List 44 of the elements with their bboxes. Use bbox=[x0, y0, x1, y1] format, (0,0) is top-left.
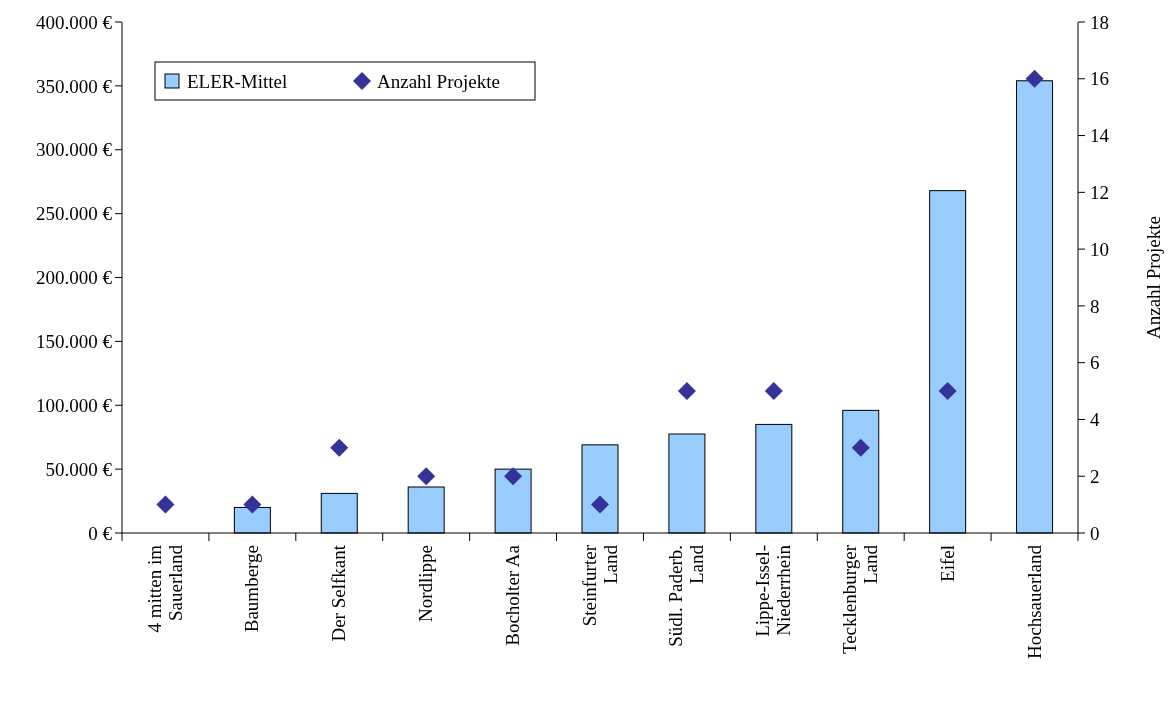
x-tick-label: Lippe-Issel-Niederrhein bbox=[752, 544, 795, 637]
point bbox=[330, 438, 349, 457]
y2-tick-label: 16 bbox=[1090, 68, 1109, 90]
y2-tick-label: 18 bbox=[1090, 11, 1109, 33]
point bbox=[417, 467, 436, 486]
x-tick-label: Nordlippe bbox=[415, 545, 437, 623]
y-tick-label: 400.000 € bbox=[36, 11, 113, 33]
point bbox=[504, 467, 523, 486]
point bbox=[591, 495, 609, 514]
y2-tick-label: 14 bbox=[1090, 125, 1110, 147]
point bbox=[243, 495, 262, 514]
y-tick-label: 100.000 € bbox=[36, 394, 113, 416]
x-tick-label: Südl. Paderb. Land bbox=[665, 544, 708, 647]
y2-tick-label: 8 bbox=[1090, 295, 1100, 317]
y2-tick-label: 4 bbox=[1090, 409, 1100, 431]
y-tick-label: 50.000 € bbox=[45, 458, 113, 480]
x-tick-label: 4 mitten im Sauerland bbox=[143, 544, 186, 633]
y-tick-label: 150.000 € bbox=[36, 331, 113, 353]
point bbox=[851, 438, 870, 457]
point bbox=[677, 382, 696, 401]
legend-label: ELER-Mittel bbox=[187, 70, 288, 92]
y2-tick-label: 2 bbox=[1090, 465, 1100, 487]
point bbox=[156, 495, 175, 514]
x-tick-label: Tecklenburger Land bbox=[839, 544, 882, 655]
y2-tick-label: 10 bbox=[1090, 238, 1109, 260]
y-tick-label: 200.000 € bbox=[36, 267, 113, 289]
legend-label: Anzahl Projekte bbox=[377, 70, 500, 92]
point bbox=[1025, 69, 1044, 88]
point bbox=[938, 382, 957, 401]
point bbox=[764, 382, 783, 401]
x-tick-label: Baumberge bbox=[241, 545, 263, 633]
x-tick-label: Eifel bbox=[936, 545, 958, 582]
x-tick-label: Der Selfkant bbox=[328, 544, 350, 642]
y2-tick-label: 12 bbox=[1090, 181, 1109, 203]
x-tick-label: Steinfurter Land bbox=[578, 544, 621, 627]
y2-tick-label: 6 bbox=[1090, 352, 1100, 374]
y-tick-label: 0 € bbox=[88, 522, 113, 544]
x-tick-label: Hochsauerland bbox=[1023, 544, 1045, 659]
y-tick-label: 350.000 € bbox=[36, 75, 113, 97]
y2-tick-label: 0 bbox=[1090, 522, 1100, 544]
y2-axis-title: Anzahl Projekte bbox=[1143, 216, 1164, 339]
y-tick-label: 300.000 € bbox=[36, 139, 113, 161]
y-tick-label: 250.000 € bbox=[36, 203, 113, 225]
x-tick-label: Bocholter Aa bbox=[502, 544, 524, 646]
